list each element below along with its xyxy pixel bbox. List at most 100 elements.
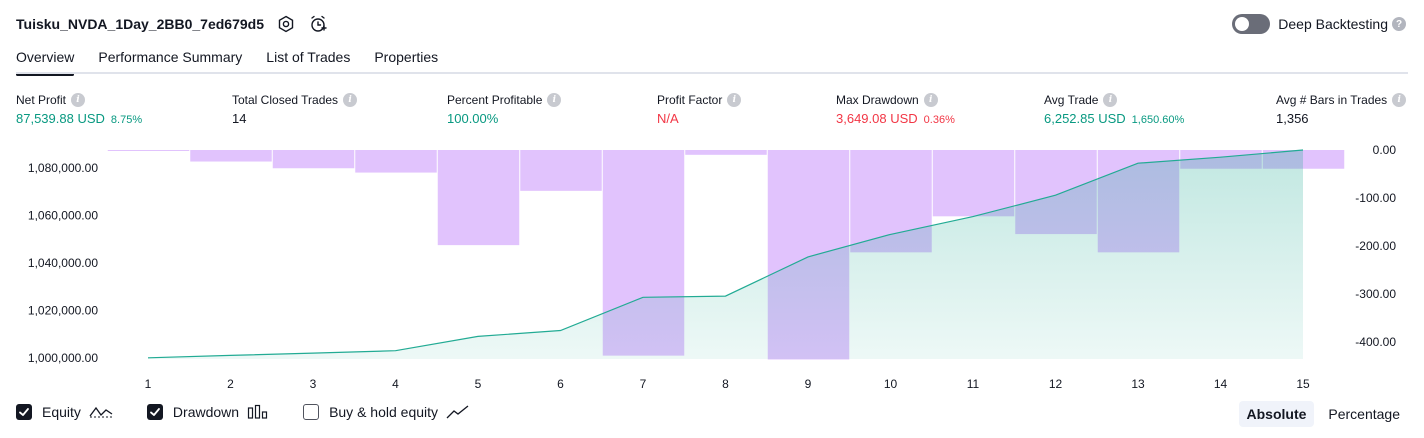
info-icon[interactable]: i — [1392, 93, 1407, 107]
metric-label: Max Drawdown — [836, 93, 919, 107]
tab-performance-summary[interactable]: Performance Summary — [98, 49, 243, 65]
metric-profit-factor: Profit Factor i N/A — [657, 93, 742, 126]
drawdown-bar — [932, 150, 1015, 217]
strategy-name: Tuisku_NVDA_1Day_2BB0_7ed679d5 — [16, 16, 264, 32]
report-tabs: Overview Performance Summary List of Tra… — [16, 46, 462, 76]
right-axis-tick-label: -400.00 — [1355, 335, 1396, 349]
x-axis-tick-label: 9 — [805, 377, 812, 391]
metric-sub-value: 8.75% — [110, 114, 143, 126]
x-axis-tick-label: 5 — [475, 377, 482, 391]
deep-backtesting-toggle[interactable] — [1232, 14, 1271, 34]
info-icon[interactable]: i — [71, 93, 86, 107]
metric-value: 14 — [232, 111, 247, 126]
info-icon[interactable]: i — [727, 93, 742, 107]
left-axis-tick-label: 1,000,000.00 — [28, 351, 98, 365]
info-icon[interactable]: i — [343, 93, 358, 107]
percentage-button[interactable]: Percentage — [1328, 406, 1400, 422]
x-axis-tick-label: 12 — [1049, 377, 1063, 391]
x-axis-tick-label: 3 — [310, 377, 317, 391]
drawdown-label: Drawdown — [172, 404, 240, 420]
drawdown-bar — [107, 150, 190, 151]
strategy-header: Tuisku_NVDA_1Day_2BB0_7ed679d5 — [16, 12, 328, 36]
tab-overview[interactable]: Overview — [16, 46, 75, 76]
left-axis-tick-label: 1,060,000.00 — [28, 208, 98, 222]
right-axis-tick-label: 0.00 — [1373, 143, 1397, 157]
metric-avg-trade: Avg Trade i 6,252.85 USD 1,650.60% — [1044, 93, 1184, 126]
x-axis: 1 2 3 4 5 6 7 8 9 10 11 12 13 14 15 — [145, 377, 1310, 391]
metric-label: Net Profit — [16, 93, 67, 107]
x-axis-tick-label: 2 — [227, 377, 234, 391]
legend-equity[interactable]: Equity — [16, 404, 113, 420]
drawdown-bar — [355, 150, 437, 173]
tab-properties[interactable]: Properties — [374, 49, 439, 65]
metric-avg-bars-in-trades: Avg # Bars in Trades i 1,356 — [1276, 93, 1407, 126]
equity-area — [147, 149, 1304, 359]
metric-net-profit: Net Profit i 87,539.88 USD 8.75% — [16, 93, 142, 126]
metric-total-closed-trades: Total Closed Trades i 14 — [232, 93, 358, 126]
metric-label: Profit Factor — [657, 93, 723, 107]
buy-hold-label: Buy & hold equity — [329, 404, 439, 420]
metric-value: 3,649.08 USD — [836, 111, 918, 126]
legend-drawdown[interactable]: Drawdown — [146, 404, 269, 420]
metric-value: 6,252.85 USD — [1044, 111, 1126, 126]
buy-hold-line-icon — [446, 404, 470, 420]
x-axis-tick-label: 1 — [145, 377, 152, 391]
right-axis-tick-label: -100.00 — [1355, 191, 1396, 205]
info-icon[interactable]: i — [923, 93, 938, 107]
equity-label: Equity — [42, 404, 81, 420]
drawdown-bar — [520, 150, 602, 191]
alert-clock-icon[interactable] — [308, 14, 328, 34]
x-axis-tick-label: 4 — [392, 377, 399, 391]
help-icon[interactable]: ? — [1392, 17, 1406, 31]
equity-line — [147, 149, 1304, 359]
equity-drawdown-chart: 1,000,000.00 1,020,000.00 1,040,000.00 1,06… — [28, 143, 1396, 391]
deep-backtesting: Deep Backtesting ? — [1232, 12, 1406, 36]
scale-mode-switch: Absolute Percentage — [1233, 401, 1409, 427]
right-axis: 0.00 -100.00 -200.00 -300.00 -400.00 — [1355, 143, 1396, 349]
metric-value: N/A — [657, 111, 679, 126]
drawdown-bar — [685, 150, 767, 155]
metric-value: 87,539.88 USD — [16, 111, 105, 126]
metric-sub-value: 1,650.60% — [1131, 114, 1185, 126]
x-axis-tick-label: 15 — [1296, 377, 1310, 391]
metric-max-drawdown: Max Drawdown i 3,649.08 USD 0.36% — [836, 93, 955, 126]
metric-label: Avg # Bars in Trades — [1276, 93, 1388, 107]
x-axis-tick-label: 14 — [1214, 377, 1228, 391]
settings-gear-icon[interactable] — [276, 14, 296, 34]
right-axis-tick-label: -300.00 — [1355, 287, 1396, 301]
x-axis-tick-label: 10 — [884, 377, 898, 391]
tab-list-of-trades[interactable]: List of Trades — [266, 49, 351, 65]
tabs-divider — [16, 72, 1408, 74]
left-axis-tick-label: 1,040,000.00 — [28, 256, 98, 270]
info-icon[interactable]: i — [1103, 93, 1118, 107]
x-axis-tick-label: 6 — [557, 377, 564, 391]
equity-checkbox[interactable] — [16, 404, 32, 420]
metric-label: Total Closed Trades — [232, 93, 339, 107]
left-axis-tick-label: 1,020,000.00 — [28, 303, 98, 317]
x-axis-tick-label: 13 — [1131, 377, 1145, 391]
buy-hold-checkbox[interactable] — [303, 404, 320, 420]
metric-label: Percent Profitable — [447, 93, 543, 107]
equity-line-icon — [89, 404, 113, 420]
left-axis-tick-label: 1,080,000.00 — [28, 161, 98, 175]
absolute-button[interactable]: Absolute — [1238, 401, 1315, 427]
metric-value: 1,356 — [1276, 111, 1309, 126]
drawdown-checkbox[interactable] — [146, 404, 163, 420]
metric-percent-profitable: Percent Profitable i 100.00% — [447, 93, 562, 126]
left-axis: 1,000,000.00 1,020,000.00 1,040,000.00 1,06… — [28, 161, 98, 365]
drawdown-bars-icon — [247, 404, 269, 420]
x-axis-tick-label: 8 — [722, 377, 729, 391]
chart-legend: Equity Drawdown Buy & hold equity — [16, 404, 504, 420]
legend-buy-hold-equity[interactable]: Buy & hold equity — [303, 404, 470, 420]
drawdown-bar — [272, 150, 355, 169]
equity-area-fill — [148, 150, 1303, 359]
metric-value: 100.00% — [447, 111, 499, 126]
info-icon[interactable]: i — [547, 93, 562, 107]
metric-sub-value: 0.36% — [923, 114, 955, 126]
drawdown-bar — [437, 150, 520, 246]
x-axis-tick-label: 7 — [640, 377, 647, 391]
metric-label: Avg Trade — [1044, 93, 1099, 107]
deep-backtesting-label: Deep Backtesting — [1278, 16, 1388, 32]
x-axis-tick-label: 11 — [967, 377, 980, 391]
drawdown-bar — [190, 150, 272, 162]
